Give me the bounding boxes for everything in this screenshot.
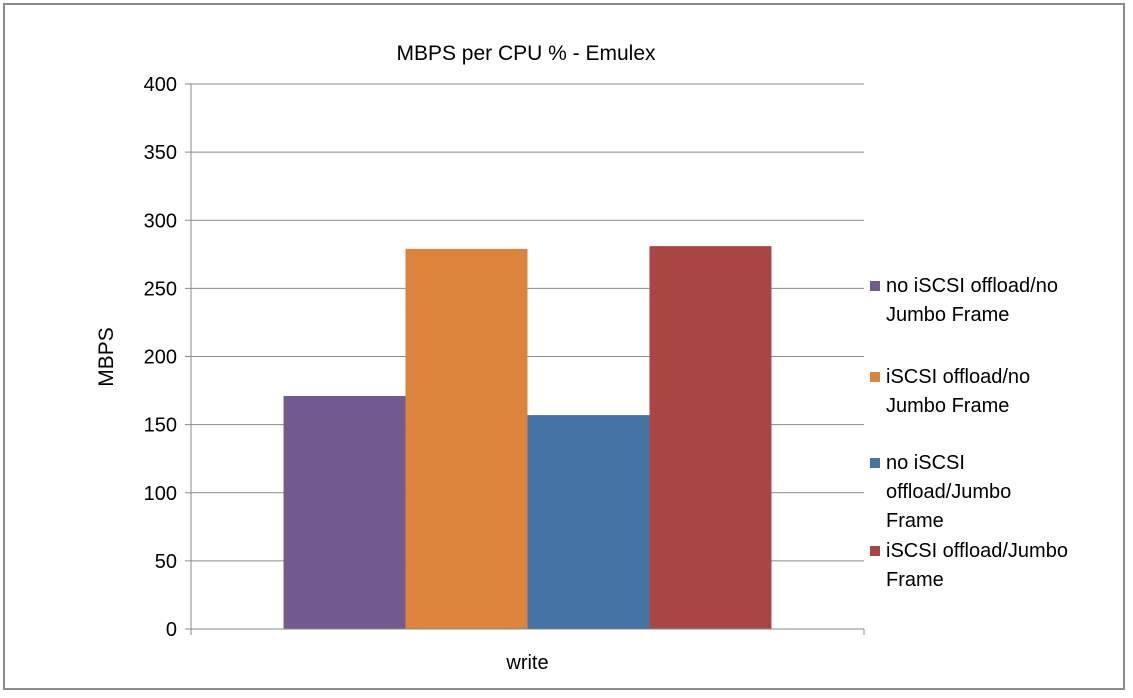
y-tick-label: 300 (144, 210, 177, 232)
legend-label: iSCSI offload/Jumbo (886, 540, 1068, 562)
legend-label: offload/Jumbo (886, 481, 1011, 503)
y-tick-label: 100 (144, 483, 177, 505)
legend-label: no iSCSI offload/no (886, 275, 1058, 297)
legend-item: no iSCSI offload/no Jumbo Frame (870, 275, 1058, 326)
bar (527, 415, 650, 629)
y-tick-label: 150 (144, 415, 177, 437)
bar (649, 246, 772, 629)
legend-swatch (870, 458, 880, 468)
legend-swatch (870, 281, 880, 291)
legend-label: Jumbo Frame (886, 304, 1009, 326)
x-category-label: write (505, 652, 548, 674)
legend-label: Jumbo Frame (886, 395, 1009, 417)
y-tick-label: 0 (166, 619, 177, 641)
legend-swatch (870, 546, 880, 556)
legend-label: Frame (886, 510, 944, 532)
legend-item: no iSCSI offload/Jumbo Frame (870, 452, 1011, 532)
y-tick-label: 250 (144, 278, 177, 300)
y-tick-label: 400 (144, 74, 177, 96)
y-tick-label: 350 (144, 142, 177, 164)
y-axis-label: MBPS (95, 327, 118, 387)
x-category-labels: write (505, 652, 548, 674)
bar (283, 396, 406, 629)
legend-swatch (870, 372, 880, 382)
y-tick-labels: 0 50 100 150 200 250 300 350 400 (144, 74, 177, 641)
legend-item: iSCSI offload/Jumbo Frame (870, 540, 1068, 591)
legend-label: no iSCSI (886, 452, 965, 474)
legend-label: Frame (886, 569, 944, 591)
y-tick-label: 50 (155, 551, 177, 573)
legend-label: iSCSI offload/no (886, 366, 1030, 388)
y-tick-label: 200 (144, 347, 177, 369)
bar (405, 248, 528, 630)
legend-item: iSCSI offload/no Jumbo Frame (870, 366, 1030, 417)
axis-layer (190, 84, 865, 635)
bar-layer (283, 246, 772, 630)
chart-title: MBPS per CPU % - Emulex (396, 42, 656, 65)
